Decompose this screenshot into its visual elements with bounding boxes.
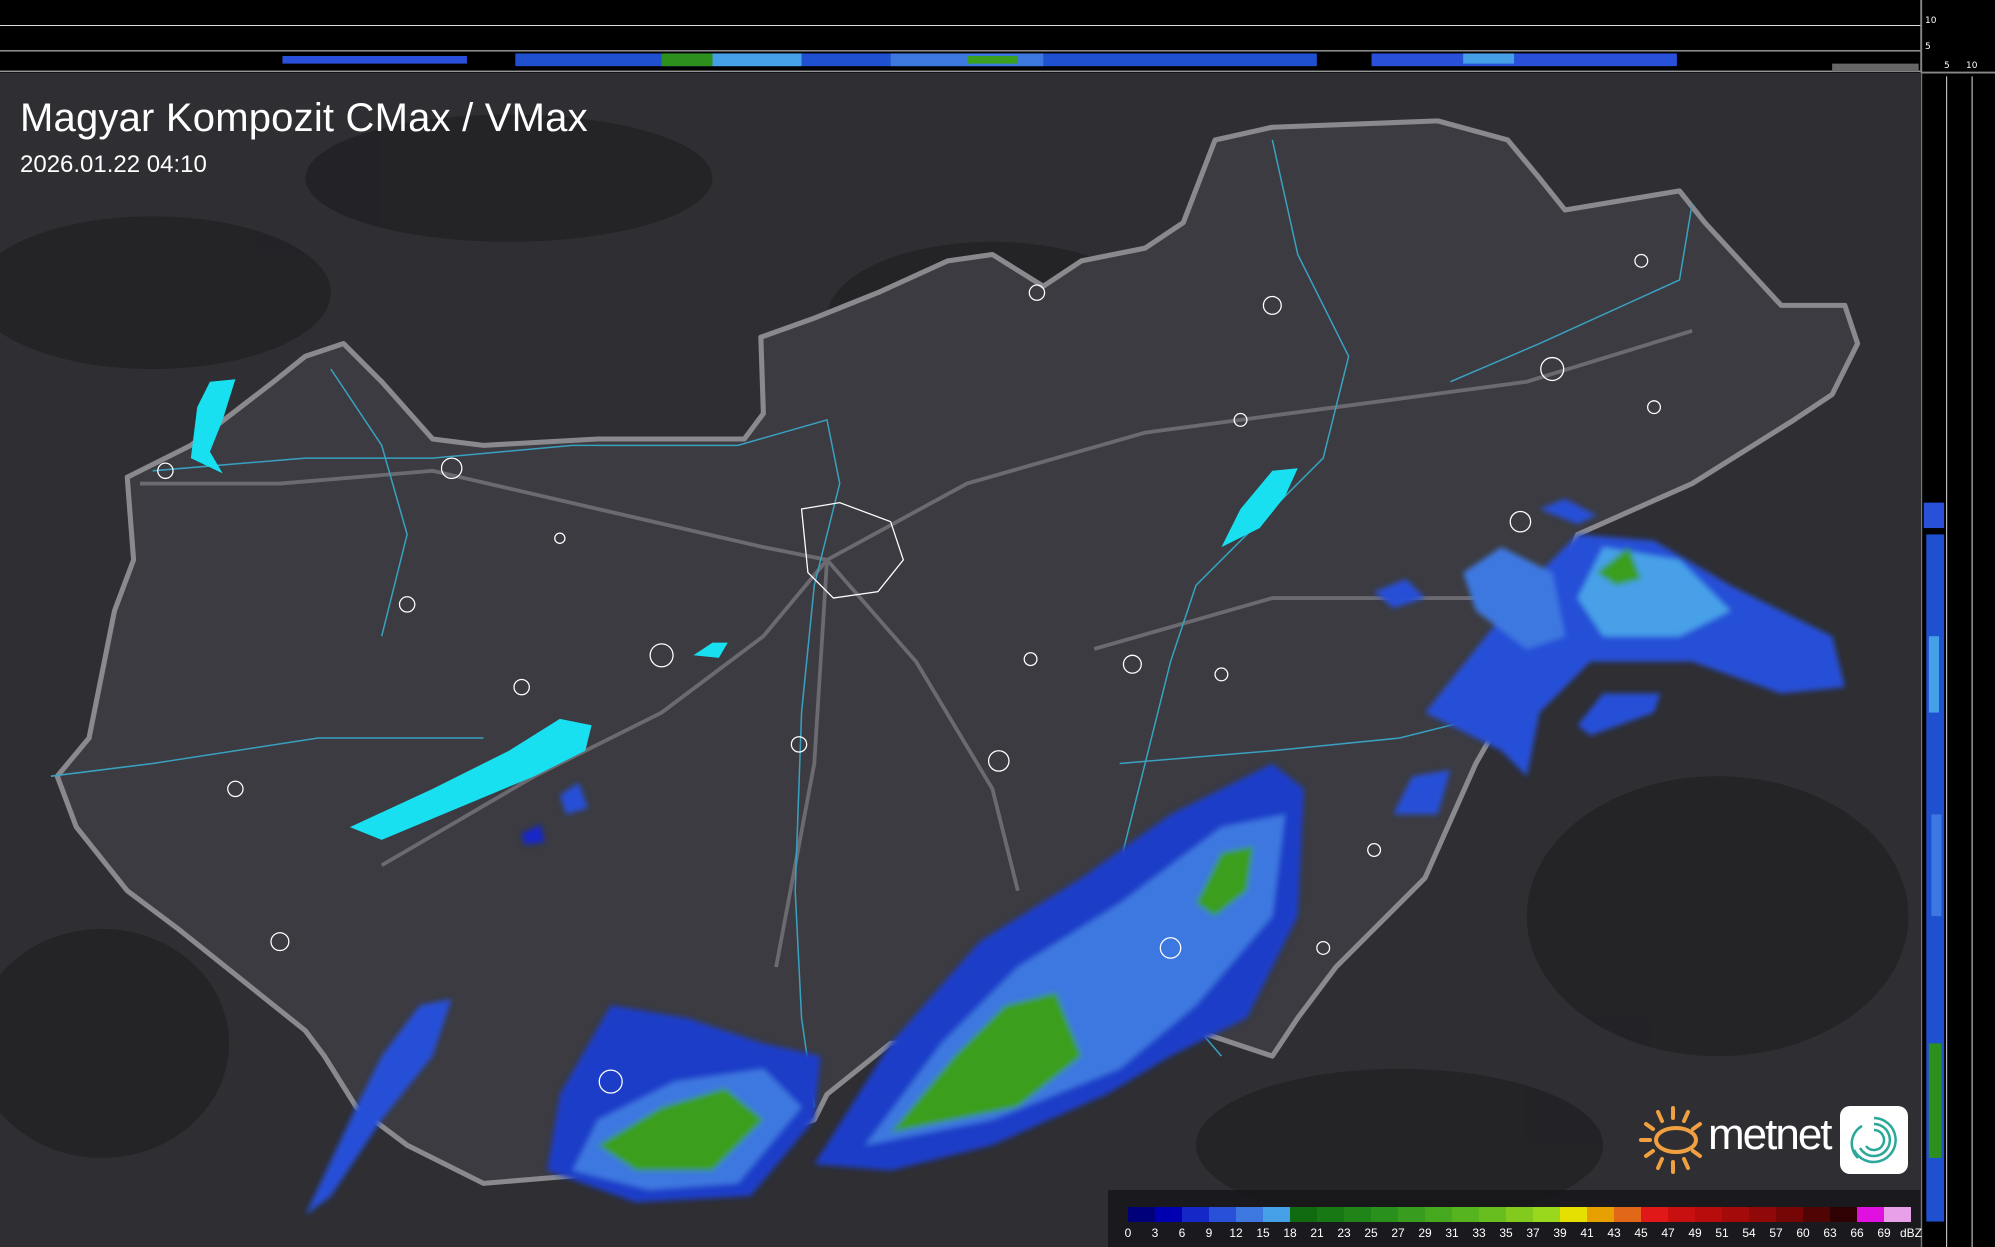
legend-swatch: [1695, 1207, 1722, 1222]
terrain-relief: [0, 114, 1909, 1222]
legend-label: 21: [1310, 1226, 1324, 1240]
sun-icon: [1639, 1106, 1702, 1174]
legend-label: 33: [1472, 1226, 1486, 1240]
legend-label: 54: [1742, 1226, 1756, 1240]
top-axis-tick-10: 10: [1925, 16, 1937, 26]
legend-swatch: [1182, 1207, 1209, 1222]
legend-swatch: [1452, 1207, 1479, 1222]
legend-color-bar: [1128, 1207, 1911, 1222]
lakes: [190, 379, 1298, 840]
legend-swatch: [1560, 1207, 1587, 1222]
legend-swatch: [1587, 1207, 1614, 1222]
legend-label: 35: [1499, 1226, 1513, 1240]
legend-swatch: [1533, 1207, 1560, 1222]
metnet-wordmark: metnet: [1708, 1110, 1833, 1159]
lake-velence: [693, 642, 728, 658]
legend-swatch: [1371, 1207, 1398, 1222]
legend-labels: 0 3 6 9 12 15 18 21 23 25 27 29 31 33 35 37 39 41 43 45 47 49…: [1124, 1226, 1928, 1242]
legend-swatch: [1344, 1207, 1371, 1222]
legend-label: 41: [1580, 1226, 1594, 1240]
legend-swatch: [1614, 1207, 1641, 1222]
swirl-logo-icon: [1840, 1106, 1908, 1174]
legend-label: 25: [1364, 1226, 1378, 1240]
legend-label: 3: [1151, 1226, 1159, 1240]
legend-label: 18: [1283, 1226, 1297, 1240]
map-title: Magyar Kompozit CMax / VMax: [20, 96, 588, 140]
legend-label: 49: [1688, 1226, 1702, 1240]
legend-label: 37: [1526, 1226, 1540, 1240]
lake-tisza: [1221, 468, 1298, 548]
legend-label: 45: [1634, 1226, 1648, 1240]
dbz-color-legend: 0 3 6 9 12 15 18 21 23 25 27 29 31 33 35 37 39 41 43 45 47 49…: [1108, 1190, 1922, 1247]
legend-swatch: [1155, 1207, 1182, 1222]
legend-label: 63: [1823, 1226, 1837, 1240]
legend-label: 51: [1715, 1226, 1729, 1240]
lake-balaton: [349, 718, 592, 840]
legend-swatch: [1479, 1207, 1506, 1222]
legend-swatch: [1722, 1207, 1749, 1222]
legend-swatch: [1236, 1207, 1263, 1222]
metnet-logo: metnet: [1638, 1104, 1918, 1176]
legend-swatch: [1290, 1207, 1317, 1222]
legend-swatch: [1776, 1207, 1803, 1222]
legend-swatch: [1263, 1207, 1290, 1222]
legend-swatch: [1506, 1207, 1533, 1222]
legend-label: 6: [1178, 1226, 1186, 1240]
top-axis-tick-5: 5: [1925, 42, 1931, 52]
legend-label: 47: [1661, 1226, 1675, 1240]
side-axis-tick-5: 5: [1944, 61, 1950, 71]
lake-neusiedl: [190, 379, 236, 474]
legend-swatch: [1425, 1207, 1452, 1222]
city-outlines: [157, 253, 1662, 1094]
legend-swatch: [1857, 1207, 1884, 1222]
map-timestamp: 2026.01.22 04:10: [20, 151, 207, 178]
legend-swatch: [1641, 1207, 1668, 1222]
legend-swatch: [1398, 1207, 1425, 1222]
legend-label: dBZ: [1899, 1226, 1923, 1240]
legend-swatch: [1668, 1207, 1695, 1222]
legend-label: 15: [1256, 1226, 1270, 1240]
radar-echoes: [305, 498, 1845, 1216]
side-profile-echoes: [1923, 502, 1945, 1222]
legend-swatch: [1749, 1207, 1776, 1222]
legend-label: 60: [1796, 1226, 1810, 1240]
top-profile-echoes: [282, 53, 1919, 72]
legend-label: 43: [1607, 1226, 1621, 1240]
legend-label: 27: [1391, 1226, 1405, 1240]
legend-label: 66: [1850, 1226, 1864, 1240]
legend-label: 57: [1769, 1226, 1783, 1240]
legend-swatch: [1128, 1207, 1155, 1222]
legend-label: 29: [1418, 1226, 1432, 1240]
legend-label: 0: [1124, 1226, 1132, 1240]
legend-swatch: [1830, 1207, 1857, 1222]
legend-swatch: [1884, 1207, 1911, 1222]
legend-swatch: [1209, 1207, 1236, 1222]
legend-label: 69: [1877, 1226, 1891, 1240]
legend-label: 23: [1337, 1226, 1351, 1240]
legend-label: 12: [1229, 1226, 1243, 1240]
legend-label: 39: [1553, 1226, 1567, 1240]
legend-label: 9: [1205, 1226, 1213, 1240]
legend-swatch: [1317, 1207, 1344, 1222]
legend-label: 31: [1445, 1226, 1459, 1240]
side-axis-tick-10: 10: [1966, 61, 1978, 71]
legend-swatch: [1803, 1207, 1830, 1222]
